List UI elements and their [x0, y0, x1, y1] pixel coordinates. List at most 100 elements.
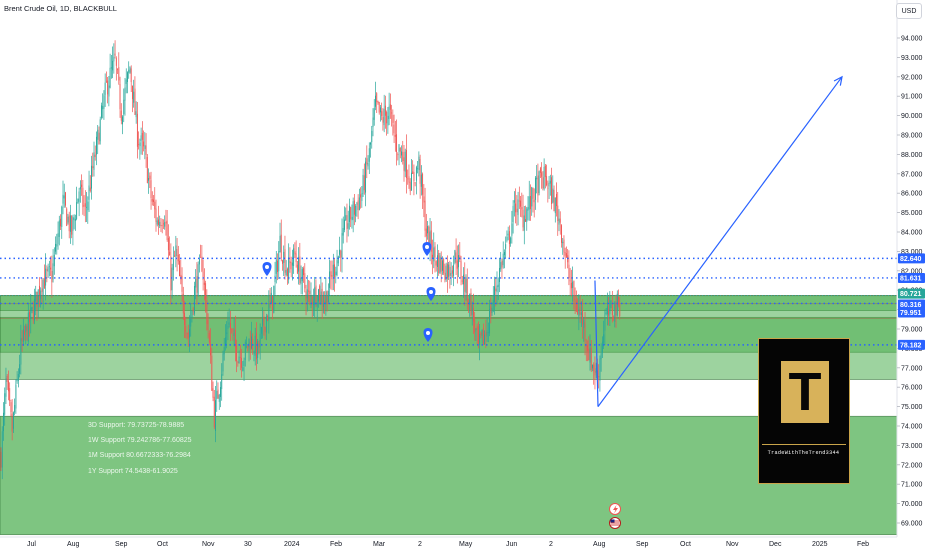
candle-body [552, 188, 554, 203]
candle-body [370, 142, 371, 145]
candle-body [296, 264, 298, 274]
candle-body [35, 291, 37, 302]
y-tick-label: 86.000 [901, 191, 923, 198]
candle-body [38, 285, 40, 297]
y-tick-label: 91.000 [901, 94, 923, 101]
candle-body [327, 291, 329, 303]
support-label: 1M Support 80.6672333-76.2984 [88, 452, 191, 459]
currency-button[interactable]: USD [896, 3, 922, 19]
candle-body [135, 111, 137, 118]
candle-body [122, 116, 123, 125]
candle-body [218, 394, 220, 402]
x-tick-label: Oct [157, 541, 168, 548]
price-badge-label: 78.182 [900, 342, 922, 349]
candle-body [391, 112, 393, 114]
candle-body [73, 217, 75, 221]
candle-body [134, 88, 136, 115]
candle-body [362, 174, 364, 194]
candle-body [547, 187, 549, 189]
watermark-logo: T TradeWithTheTrend3344 [758, 338, 850, 484]
candle-body [583, 320, 585, 328]
candle-body [74, 218, 76, 221]
candle-body [419, 158, 421, 184]
candle-body [198, 258, 200, 265]
y-tick-label: 76.000 [901, 385, 923, 392]
candle-body [491, 307, 493, 313]
candle-body [376, 93, 378, 103]
candle-body [191, 311, 193, 319]
candle-body [76, 202, 78, 220]
candle-body [584, 322, 586, 342]
candle-body [273, 285, 275, 313]
y-tick-label: 89.000 [901, 133, 923, 140]
candle-body [408, 176, 410, 183]
candle-body [148, 178, 150, 181]
candle-body [423, 196, 425, 203]
x-tick-label: Dec [769, 541, 782, 548]
x-tick-label: Feb [330, 541, 342, 548]
candle-body [527, 206, 529, 211]
candle-body [544, 165, 546, 178]
candle-body [108, 85, 110, 97]
candle-body [424, 200, 426, 231]
candle-body [278, 251, 280, 272]
candle-body [382, 117, 384, 123]
candle-body [187, 332, 189, 339]
x-tick-label: Jun [506, 541, 517, 548]
candle-body [6, 375, 8, 382]
candle-body [115, 58, 117, 66]
candle-body [557, 205, 559, 222]
candle-body [417, 168, 419, 170]
candle-body [270, 292, 272, 304]
candle-body [167, 238, 169, 251]
candle-body [409, 181, 411, 192]
candle-body [161, 225, 163, 227]
candle-body [21, 338, 23, 342]
candle-body [427, 226, 429, 234]
candle-body [443, 259, 445, 274]
time-axis[interactable] [0, 537, 932, 550]
candle-body [598, 376, 600, 378]
location-pin-dot [265, 265, 269, 269]
candle-body [308, 290, 309, 292]
candle-body [285, 269, 287, 276]
candle-body [539, 168, 541, 173]
y-tick-label: 70.000 [901, 501, 923, 508]
candle-body [332, 264, 334, 277]
candle-body [186, 333, 188, 335]
candle-body [257, 341, 259, 358]
candle-body [325, 291, 327, 305]
candle-body [207, 320, 209, 330]
candle-body [441, 260, 443, 271]
candle-body [123, 99, 125, 115]
candle-body [133, 91, 135, 103]
price-badge [898, 299, 925, 310]
candle-body [197, 264, 199, 297]
candle-body [94, 154, 96, 158]
candle-body [357, 200, 359, 210]
candle-body [109, 67, 111, 88]
candle-body [192, 308, 194, 312]
candle-body [340, 250, 342, 258]
candle-body [608, 309, 610, 316]
candle-body [202, 271, 204, 281]
candle-body [439, 255, 441, 274]
candle-body [51, 270, 53, 283]
candle-body [502, 253, 504, 266]
candle-body [372, 117, 374, 128]
candle-body [556, 194, 557, 207]
candle-body [554, 197, 556, 214]
candle-body [334, 264, 336, 278]
candle-body [355, 205, 357, 217]
candle-body [446, 263, 448, 279]
candle-body [350, 207, 352, 220]
candle-body [193, 286, 195, 314]
candle-body [486, 330, 488, 337]
candle-body [87, 201, 89, 211]
candle-body [484, 334, 486, 345]
candle-body [344, 219, 345, 230]
candle-body [330, 271, 332, 277]
candle-body [435, 261, 437, 266]
